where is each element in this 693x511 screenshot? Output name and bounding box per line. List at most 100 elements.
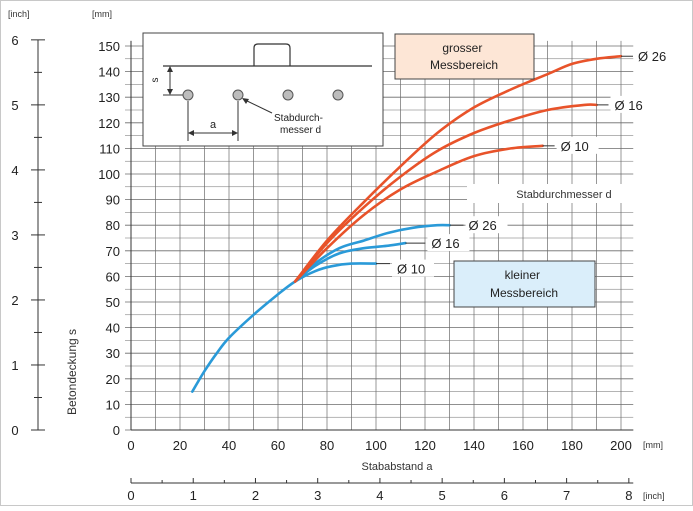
x-tick-label-120: 120 — [414, 438, 436, 453]
klein-label: kleiner Messbereich — [490, 268, 558, 300]
y-inch-tick-label-4: 4 — [11, 163, 18, 178]
x-inch-tick-label-3: 3 — [314, 488, 321, 503]
gross-label-line1: grosser — [442, 41, 482, 55]
x-tick-label-140: 140 — [463, 438, 485, 453]
x-tick-label-80: 80 — [320, 438, 334, 453]
y-tick-label-80: 80 — [106, 218, 120, 233]
series-label-klein-0: Ø 10 — [397, 262, 425, 277]
curve-gross-5 — [293, 54, 623, 283]
x-inch-tick-label-1: 1 — [190, 488, 197, 503]
y-inch-axis: 0 1 2 3 4 5 6 — [11, 33, 45, 438]
inset-schematic: s a Stabdurch- messer d — [142, 32, 384, 147]
x-inch-tick-label-7: 7 — [563, 488, 570, 503]
y-tick-label-130: 130 — [98, 90, 120, 105]
x-inch-axis: 0 1 2 3 4 5 6 7 8 — [127, 478, 634, 503]
label-leaders — [376, 55, 633, 265]
x-inch-unit: [inch] — [643, 491, 665, 501]
y-inch-tick-label-6: 6 — [11, 33, 18, 48]
y-tick-label-50: 50 — [106, 295, 120, 310]
x-tick-label-60: 60 — [271, 438, 285, 453]
inset-rebar-3 — [282, 89, 294, 101]
x-inch-tick-label-4: 4 — [376, 488, 383, 503]
inset-leader-arrow — [242, 98, 249, 104]
stabdurchmesser-label: Stabdurchmesser d — [516, 189, 611, 201]
y-tick-label-60: 60 — [106, 269, 120, 284]
y-tick-label-20: 20 — [106, 372, 120, 387]
klein-label-line1: kleiner — [505, 268, 540, 282]
x-tick-label-0: 0 — [127, 438, 134, 453]
curve-gross-3 — [293, 144, 544, 283]
curve-klein-2 — [293, 223, 451, 283]
y-inch-tick-label-5: 5 — [11, 98, 18, 113]
inset-a-arrow-left — [188, 130, 194, 136]
y-tick-label-100: 100 — [98, 167, 120, 182]
x-tick-label-200: 200 — [610, 438, 632, 453]
y-mm-unit: [mm] — [92, 9, 112, 19]
y-inch-tick-label-0: 0 — [11, 423, 18, 438]
curve-gross-4 — [293, 103, 598, 283]
stabdurchmesser-bg — [467, 184, 657, 203]
series-labels: Ø 10 Ø 16 Ø 26 Ø 10 Ø 16 Ø 26 — [392, 47, 677, 277]
inset-bar-label-line2: messer d — [280, 125, 321, 136]
gross-box — [394, 33, 535, 80]
series-label-bg-klein-2 — [465, 216, 508, 234]
x-inch-tick-label-8: 8 — [625, 488, 632, 503]
series-label-klein-1: Ø 16 — [431, 236, 459, 251]
curves — [191, 54, 623, 393]
inset-a-arrow-right — [232, 130, 238, 136]
inset-frame — [142, 32, 384, 147]
series-label-bg-gross-4 — [610, 95, 653, 113]
y-mm-axis: 0 10 20 30 40 50 60 70 80 90 100 110 120 130 140 150 — [98, 39, 132, 438]
inset-s-arrow-down — [167, 89, 173, 95]
inset-rebar-4 — [332, 89, 344, 101]
series-label-gross-3: Ø 10 — [561, 139, 589, 154]
inset-probe — [253, 43, 291, 66]
x-tick-label-40: 40 — [222, 438, 236, 453]
y-tick-label-110: 110 — [99, 141, 120, 156]
series-label-bg-klein-1 — [427, 234, 470, 252]
x-tick-label-100: 100 — [365, 438, 387, 453]
inset-bar-label: Stabdurch- messer d — [274, 113, 326, 136]
gross-label: grosser Messbereich — [430, 41, 498, 72]
inset-rebar-1 — [182, 89, 194, 101]
y-tick-label-10: 10 — [106, 397, 120, 412]
y-inch-tick-label-3: 3 — [11, 228, 18, 243]
x-axis-title: Stababstand a — [362, 461, 434, 473]
x-tick-label-180: 180 — [561, 438, 583, 453]
series-label-gross-5: Ø 26 — [638, 49, 666, 64]
inset-s-arrow-up — [167, 66, 173, 72]
series-label-gross-4: Ø 16 — [615, 98, 643, 113]
curve-klein-1 — [293, 241, 407, 283]
x-mm-axis: 0 20 40 60 80 100 120 140 160 180 200 — [127, 429, 634, 453]
klein-box — [453, 260, 596, 308]
y-inch-tick-label-1: 1 — [11, 358, 18, 373]
y-axis-title: Betondeckung s — [65, 329, 79, 415]
x-tick-label-160: 160 — [512, 438, 534, 453]
inset-a-label: a — [210, 119, 217, 131]
series-label-bg-gross-5 — [635, 47, 677, 65]
inset-leader — [242, 98, 273, 114]
y-tick-label-140: 140 — [98, 65, 120, 80]
curve-klein-0 — [191, 262, 378, 393]
klein-label-line2: Messbereich — [490, 286, 558, 300]
y-inch-unit: [inch] — [8, 9, 30, 19]
inset-rebar-2 — [232, 89, 244, 101]
y-tick-label-30: 30 — [106, 346, 120, 361]
series-label-bg-klein-0 — [392, 259, 434, 277]
x-inch-tick-label-5: 5 — [439, 488, 446, 503]
y-tick-label-70: 70 — [106, 244, 120, 259]
y-tick-label-120: 120 — [98, 116, 120, 131]
inset-s-label: s — [150, 78, 161, 83]
x-inch-tick-label-2: 2 — [252, 488, 259, 503]
y-tick-label-0: 0 — [113, 423, 120, 438]
y-tick-label-40: 40 — [106, 321, 120, 336]
y-tick-label-90: 90 — [106, 193, 120, 208]
series-label-bg-gross-3 — [556, 136, 599, 154]
y-inch-tick-label-2: 2 — [11, 293, 18, 308]
x-inch-tick-label-0: 0 — [127, 488, 134, 503]
x-tick-label-20: 20 — [173, 438, 187, 453]
x-mm-unit: [mm] — [643, 440, 663, 450]
gross-label-line2: Messbereich — [430, 58, 498, 72]
